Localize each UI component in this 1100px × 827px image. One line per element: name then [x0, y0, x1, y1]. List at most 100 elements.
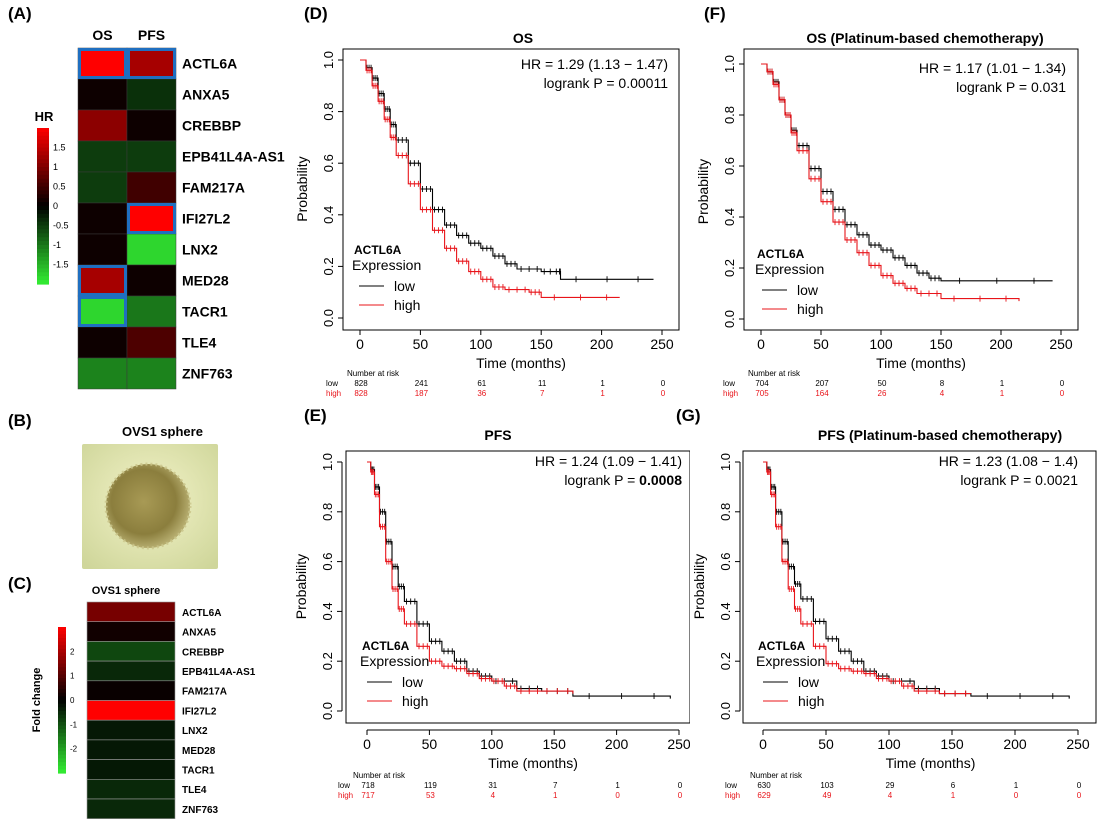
- y-tick-label: 0.4: [320, 602, 335, 620]
- legend-swatch: [58, 667, 66, 672]
- highlight-box: [78, 265, 127, 296]
- y-tick-label: 0.8: [722, 106, 737, 124]
- legend-swatch: [37, 131, 49, 137]
- legend-swatch: [58, 725, 66, 730]
- legend-swatch: [37, 163, 49, 168]
- sphere-micrograph: [82, 444, 218, 569]
- x-tick-label: 0: [363, 736, 371, 752]
- x-tick-label: 100: [869, 336, 893, 352]
- heatmap-cell: [77, 78, 128, 111]
- legend-swatch: [37, 202, 49, 207]
- risk-value: 29: [886, 781, 895, 790]
- risk-value: 164: [815, 389, 829, 398]
- legend-item-low: low: [402, 674, 424, 690]
- x-tick-label: 150: [929, 336, 953, 352]
- plot-frame: [742, 450, 1097, 724]
- panel-label-c: (C): [8, 574, 32, 593]
- heatmap-cell: [86, 700, 176, 721]
- plot-title: PFS: [484, 427, 511, 443]
- y-tick-label: 0.2: [718, 652, 733, 670]
- heatmap-cell: [126, 264, 177, 297]
- gene-label: TLE4: [182, 335, 216, 351]
- heatmap-cell: [77, 171, 128, 204]
- risk-value: 8: [940, 379, 945, 388]
- risk-value: 49: [823, 791, 832, 800]
- legend-swatch: [37, 190, 49, 195]
- heatmap-cell: [126, 47, 177, 80]
- hazard-ratio-text: HR = 1.17 (1.01 − 1.34): [919, 60, 1066, 76]
- legend-swatch: [58, 685, 66, 690]
- legend-swatch: [58, 645, 66, 650]
- legend-swatch: [58, 732, 66, 738]
- gene-label: EPB41L4A-AS1: [182, 149, 285, 165]
- legend-swatch: [58, 736, 66, 741]
- legend-swatch: [58, 663, 66, 668]
- y-axis-label: Probability: [695, 159, 711, 224]
- y-axis-label: Probability: [294, 156, 310, 221]
- y-tick-label: 0.2: [321, 257, 336, 275]
- y-tick-label: 0.0: [320, 702, 335, 720]
- x-axis-label: Time (months): [488, 755, 578, 771]
- risk-value: 4: [491, 791, 496, 800]
- risk-value: 36: [477, 389, 486, 398]
- y-tick-label: 1.0: [718, 453, 733, 471]
- legend-tick: -0.5: [53, 221, 69, 231]
- legend-swatch: [58, 689, 66, 694]
- highlight-box: [127, 203, 176, 234]
- legend-swatch: [58, 707, 66, 712]
- risk-row-label-low: low: [723, 379, 735, 388]
- y-tick-label: 0.6: [320, 553, 335, 571]
- legend-swatch: [37, 252, 49, 258]
- heatmap-cell: [126, 233, 177, 266]
- heatmap-title: OVS1 sphere: [92, 585, 160, 597]
- gene-label: IFI27L2: [182, 211, 230, 227]
- legend-swatch: [37, 268, 49, 273]
- risk-value: 0: [678, 781, 683, 790]
- legend-swatch: [37, 194, 49, 199]
- risk-value: 1: [600, 389, 605, 398]
- risk-value: 705: [755, 389, 769, 398]
- legend-swatch: [37, 245, 49, 250]
- heatmap-cell: [77, 202, 128, 235]
- x-tick-label: 50: [422, 736, 438, 752]
- heatmap-cell: [86, 719, 176, 741]
- legend-swatch: [37, 276, 49, 281]
- heatmap-cell: [77, 295, 128, 328]
- logrank-p-text: logrank P = 0.0008: [564, 472, 682, 488]
- km-curve-high: [367, 461, 574, 694]
- legend-swatch: [58, 710, 66, 716]
- legend-swatch: [58, 721, 66, 727]
- legend-swatch: [58, 765, 66, 770]
- risk-value: 1: [553, 791, 558, 800]
- highlight-box: [127, 48, 176, 79]
- y-tick-label: 0.0: [722, 310, 737, 328]
- x-axis-label: Time (months): [886, 755, 976, 771]
- gene-label: LNX2: [182, 726, 208, 737]
- legend-swatch: [58, 729, 66, 734]
- column-header-pfs: PFS: [138, 27, 165, 43]
- heatmap-cell: [86, 739, 176, 760]
- km-curve-high: [761, 63, 1020, 302]
- heatmap-cell: [126, 202, 177, 235]
- risk-value: 629: [757, 791, 771, 800]
- risk-row-label-low: low: [338, 781, 350, 790]
- legend-swatch: [37, 147, 49, 152]
- legend-swatch: [37, 241, 49, 246]
- x-tick-label: 0: [757, 336, 765, 352]
- y-tick-label: 0.8: [321, 103, 336, 121]
- x-tick-label: 250: [1066, 736, 1090, 752]
- risk-value: 0: [1060, 389, 1065, 398]
- gene-label: ANXA5: [182, 628, 216, 639]
- legend-swatch: [58, 758, 66, 763]
- risk-value: 31: [488, 781, 497, 790]
- gene-label: MED28: [182, 746, 216, 757]
- risk-row-label-high: high: [725, 791, 740, 800]
- legend-swatch: [58, 718, 66, 723]
- legend-swatch: [37, 143, 49, 149]
- y-axis-label: Probability: [293, 554, 309, 619]
- legend-swatch: [37, 198, 49, 203]
- legend-swatch: [58, 659, 66, 665]
- gene-label: CREBBP: [182, 647, 225, 658]
- y-tick-label: 1.0: [722, 55, 737, 73]
- legend-swatch: [58, 648, 66, 654]
